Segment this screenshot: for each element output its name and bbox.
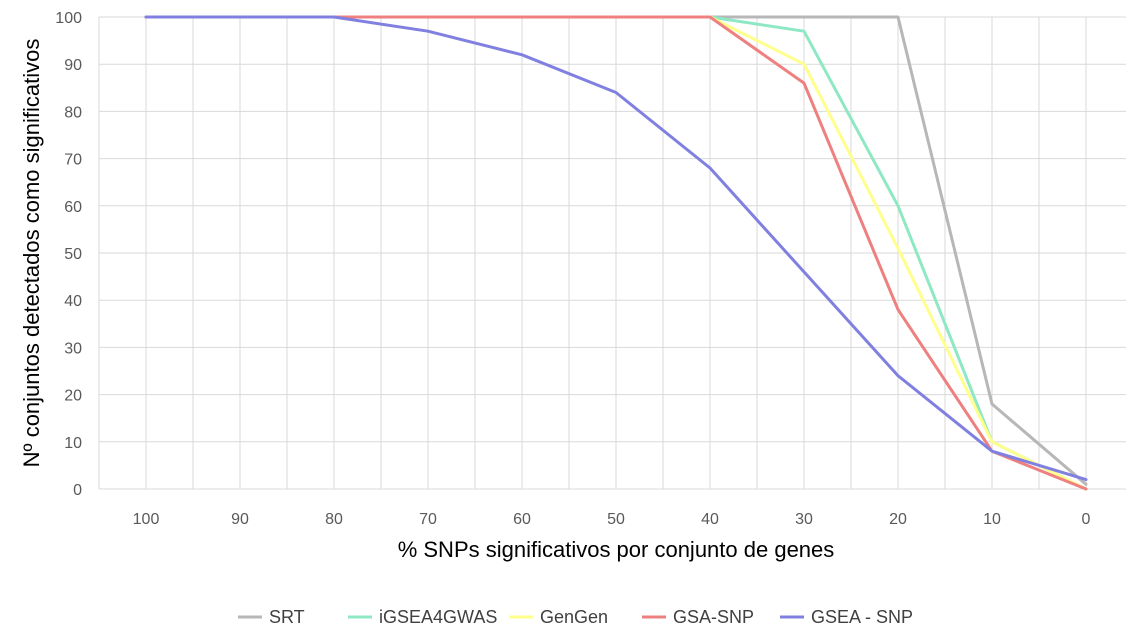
legend-label: SRT [269,607,305,627]
x-tick-label: 40 [701,511,719,528]
y-tick-label: 20 [64,388,82,405]
chart-gridlines [98,16,1126,490]
y-tick-label: 70 [64,152,82,169]
legend-label: GenGen [540,607,608,627]
x-tick-label: 30 [795,511,813,528]
y-tick-label: 60 [64,199,82,216]
y-tick-label: 0 [73,482,82,499]
y-tick-label: 10 [64,435,82,452]
x-tick-label: 60 [513,511,531,528]
legend-label: iGSEA4GWAS [379,607,497,627]
x-tick-label: 70 [419,511,437,528]
x-tick-label: 50 [607,511,625,528]
chart-legend: SRT iGSEA4GWAS GenGen GSA-SNP GSEA - SNP [238,607,913,627]
y-tick-label: 50 [64,246,82,263]
x-axis-title: % SNPs significativos por conjunto de ge… [398,537,835,562]
legend-label: GSEA - SNP [811,607,913,627]
chart-series [144,15,1088,491]
y-tick-label: 40 [64,293,82,310]
x-tick-label: 90 [231,511,249,528]
y-tick-label: 80 [64,104,82,121]
x-tick-label: 20 [889,511,907,528]
x-tick-label: 80 [325,511,343,528]
y-tick-label: 100 [55,10,82,27]
y-tick-label: 90 [64,57,82,74]
y-axis-ticks: 0 10 20 30 40 50 60 70 80 90 100 [55,10,82,499]
x-tick-label: 0 [1082,511,1091,528]
y-axis-title: Nº conjuntos detectados como significati… [19,39,44,468]
x-axis-ticks: 100 90 80 70 60 50 40 30 20 10 0 [133,511,1091,528]
series-line-gsea-snp [144,15,1088,482]
y-tick-label: 30 [64,340,82,357]
x-tick-label: 100 [133,511,160,528]
x-tick-label: 10 [983,511,1001,528]
legend-label: GSA-SNP [673,607,754,627]
